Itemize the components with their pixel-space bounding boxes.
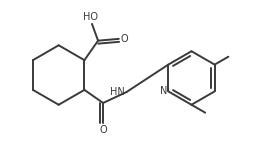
Text: O: O [99,125,107,135]
Text: O: O [121,34,128,44]
Text: HN: HN [110,87,124,97]
Text: HO: HO [84,12,99,22]
Text: N: N [160,86,167,96]
